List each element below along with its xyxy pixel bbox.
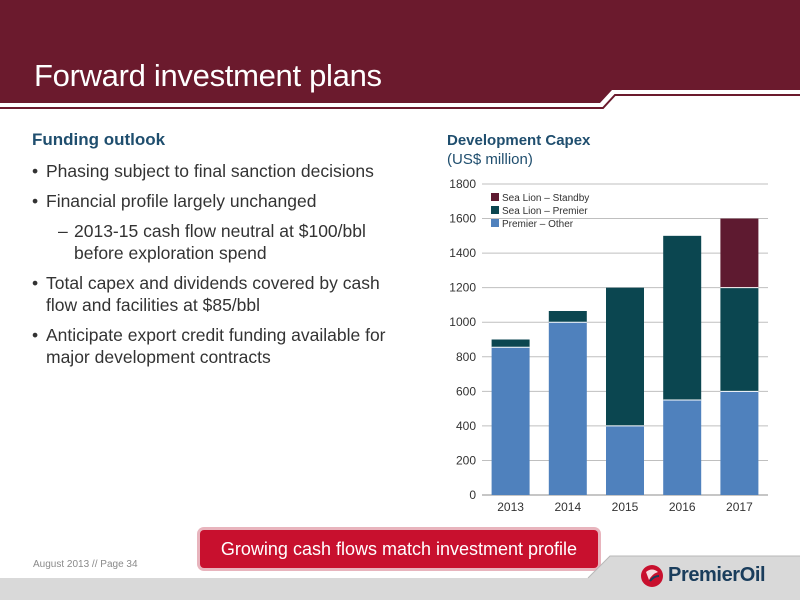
x-tick-label: 2015	[612, 500, 639, 514]
logo-text: PremierOil	[668, 564, 766, 586]
bullet-item: –2013-15 cash flow neutral at $100/bbl b…	[32, 220, 412, 264]
header-background	[0, 0, 800, 109]
y-tick-label: 600	[456, 384, 476, 398]
slide-title: Forward investment plans	[34, 58, 382, 93]
bar-segment	[491, 339, 530, 348]
x-tick-label: 2013	[497, 500, 524, 514]
bullet-marker: •	[32, 325, 39, 345]
bullet-item: • Phasing subject to final sanction decis…	[32, 160, 412, 182]
bar-segment	[720, 287, 759, 392]
legend-label: Sea Lion – Standby	[502, 193, 589, 204]
bullet-text: Financial profile largely unchanged	[46, 191, 317, 211]
y-tick-label: 400	[456, 419, 476, 433]
bar-segment	[606, 425, 644, 495]
y-tick-label: 200	[456, 453, 476, 467]
y-tick-label: 800	[456, 350, 476, 364]
header-band: Forward investment plans	[0, 0, 800, 115]
bullet-item: • Anticipate export credit funding availa…	[32, 324, 412, 368]
bullet-text: Phasing subject to final sanction decisi…	[46, 161, 374, 181]
premieroil-logo: PremierOil	[640, 563, 795, 589]
logo-mark-icon	[641, 565, 663, 587]
y-tick-label: 0	[469, 488, 476, 502]
y-tick-label: 1200	[449, 281, 476, 295]
y-tick-label: 1400	[449, 246, 476, 260]
legend-label: Sea Lion – Premier	[502, 206, 588, 217]
chart-heading: Development Capex (US$ million)	[447, 131, 590, 169]
bullet-text: Total capex and dividends covered by cas…	[46, 273, 380, 315]
bullet-item: • Financial profile largely unchanged	[32, 190, 412, 212]
bullet-list: • Phasing subject to final sanction decis…	[32, 160, 412, 368]
y-tick-label: 1600	[449, 212, 476, 226]
y-tick-label: 1000	[449, 315, 476, 329]
x-tick-label: 2016	[669, 500, 696, 514]
legend-label: Premier – Other	[502, 219, 574, 230]
bar-segment	[548, 322, 587, 495]
callout-box: Growing cash flows match investment prof…	[200, 530, 598, 568]
bar-segment	[491, 347, 530, 495]
legend-swatch	[491, 193, 499, 201]
y-tick-label: 1800	[449, 177, 476, 191]
bar-segment	[548, 310, 587, 323]
bar-segment	[663, 235, 702, 400]
chart-subtitle: (US$ million)	[447, 151, 533, 168]
dash-marker: –	[58, 221, 68, 241]
section-heading: Funding outlook	[32, 130, 166, 149]
text-panel: Funding outlook • Phasing subject to fina…	[32, 130, 412, 376]
bullet-text: Anticipate export credit funding availab…	[46, 325, 386, 367]
legend-swatch	[491, 219, 499, 227]
bullet-text: 2013-15 cash flow neutral at $100/bbl be…	[74, 221, 366, 263]
x-tick-label: 2014	[554, 500, 581, 514]
bullet-item: • Total capex and dividends covered by ca…	[32, 272, 412, 316]
legend-swatch	[491, 206, 499, 214]
footer-page-info: August 2013 // Page 34	[33, 559, 138, 570]
bar-segment	[720, 391, 759, 495]
capex-chart: 0 200 400 600 800 1000 1200 1400 1600 1800 2013 201…	[449, 177, 768, 514]
bar-segment	[663, 399, 702, 495]
bullet-marker: •	[32, 161, 39, 181]
bar-segment	[606, 287, 644, 426]
chart-title: Development Capex	[447, 132, 591, 149]
bullet-marker: •	[32, 191, 39, 211]
x-tick-label: 2017	[726, 500, 753, 514]
bar-segment	[720, 218, 759, 288]
bullet-marker: •	[32, 273, 39, 293]
footer-band	[0, 555, 800, 600]
